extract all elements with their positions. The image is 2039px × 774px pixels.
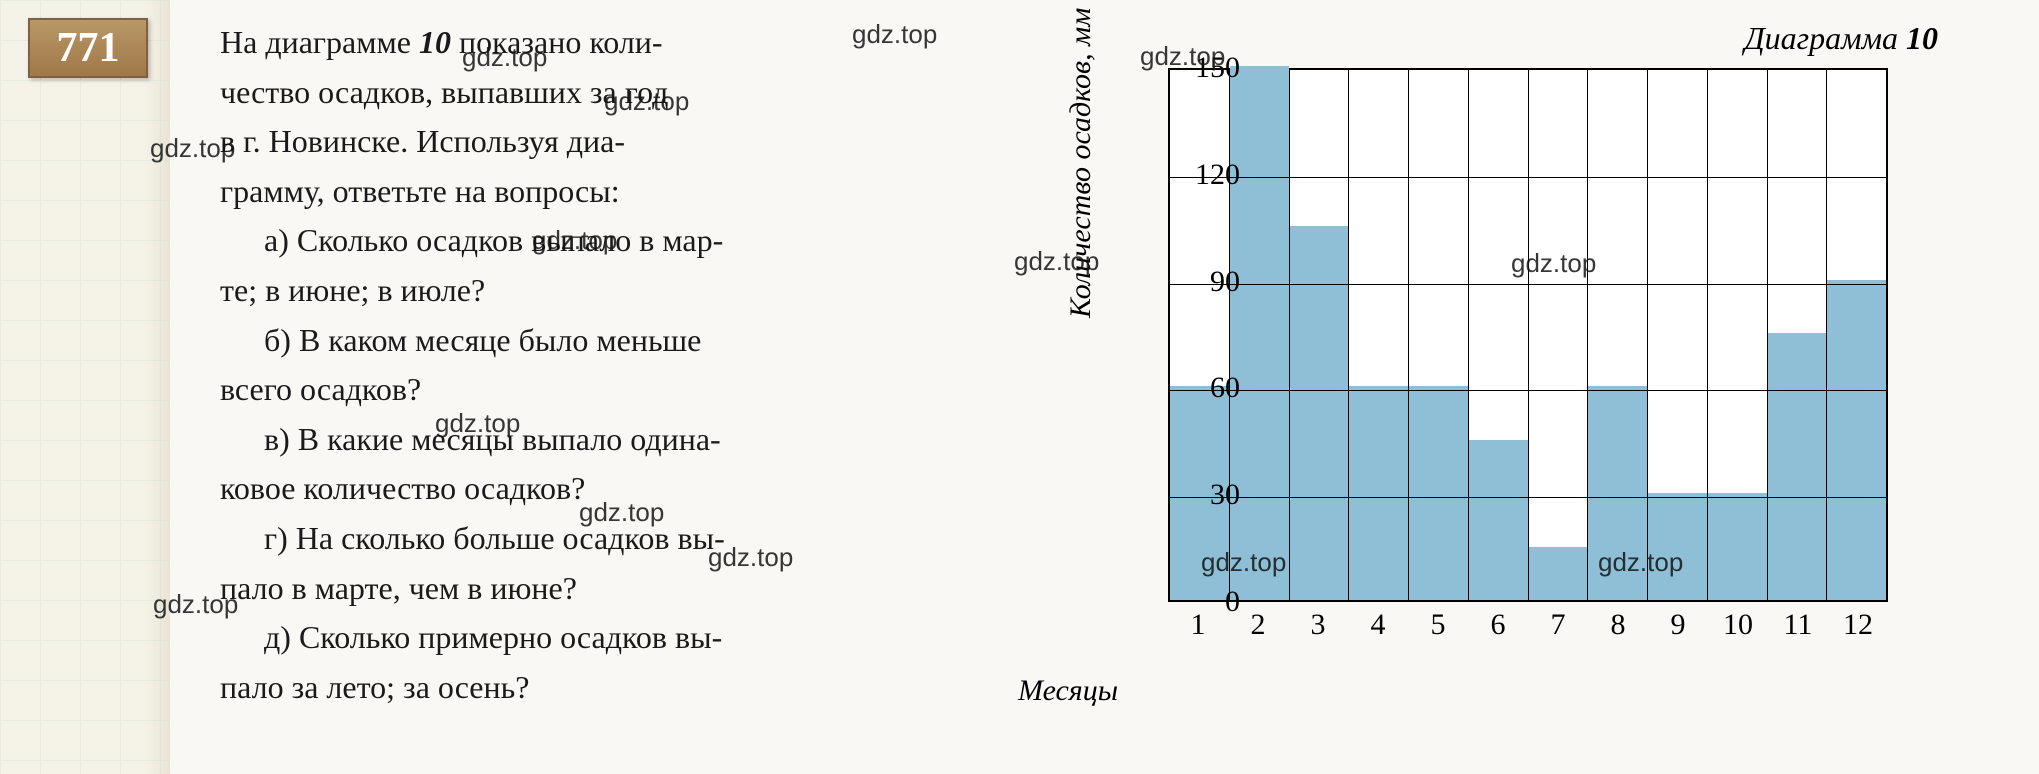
bar xyxy=(1349,386,1408,600)
bar-slot xyxy=(1768,70,1828,600)
bar-slot xyxy=(1409,70,1469,600)
question-d-1: г) На сколько больше осадков вы- xyxy=(220,514,996,564)
page: 771 На диаграмме 10 показано коли- честв… xyxy=(0,0,2039,774)
intro-line-3: в г. Новинске. Используя диа- xyxy=(220,117,996,167)
gridline xyxy=(1170,390,1886,391)
y-tick-label: 120 xyxy=(1180,158,1240,192)
intro-line-4: грамму, ответьте на вопросы: xyxy=(220,167,996,217)
gridline xyxy=(1170,177,1886,178)
chart-title-number: 10 xyxy=(1906,20,1938,56)
question-b-2: всего осадков? xyxy=(220,365,996,415)
question-e-1: д) Сколько примерно осадков вы- xyxy=(220,613,996,663)
bar xyxy=(1409,386,1468,600)
bars-row xyxy=(1170,70,1886,600)
bar xyxy=(1290,226,1349,600)
question-c-2: ковое количество осадков? xyxy=(220,464,996,514)
question-c-1: в) В какие месяцы выпало одина- xyxy=(220,415,996,465)
bar xyxy=(1588,386,1647,600)
bar-slot xyxy=(1469,70,1529,600)
bar-slot xyxy=(1170,70,1230,600)
bar xyxy=(1648,493,1707,600)
x-tick-label: 12 xyxy=(1828,608,1888,642)
bar-slot xyxy=(1648,70,1708,600)
bar xyxy=(1469,440,1528,600)
question-a-2: те; в июне; в июле? xyxy=(220,266,996,316)
gridline xyxy=(1170,497,1886,498)
question-b-1: б) В каком месяце было меньше xyxy=(220,316,996,366)
chart-ref-number: 10 xyxy=(419,24,451,60)
bar xyxy=(1768,333,1827,600)
chart-area: Диаграмма 10 Количество осадков, мм Меся… xyxy=(1020,0,1980,774)
bar-slot xyxy=(1827,70,1886,600)
bar xyxy=(1230,66,1289,600)
intro-part-2: показано коли- xyxy=(451,24,663,60)
question-d-2: пало в марте, чем в июне? xyxy=(220,564,996,614)
intro-line-1: На диаграмме 10 показано коли- xyxy=(220,18,996,68)
problem-number-badge: 771 xyxy=(28,18,148,78)
x-tick-label: 10 xyxy=(1708,608,1768,642)
grid-background xyxy=(0,0,170,774)
bar-slot xyxy=(1588,70,1648,600)
y-tick-label: 90 xyxy=(1180,265,1240,299)
intro-part-1: На диаграмме xyxy=(220,24,419,60)
chart-title: Диаграмма 10 xyxy=(1744,20,1938,57)
bar-slot xyxy=(1230,70,1290,600)
question-e-2: пало за лето; за осень? xyxy=(220,663,996,713)
x-tick-label: 6 xyxy=(1468,608,1528,642)
chart-title-prefix: Диаграмма xyxy=(1744,20,1906,56)
chart-wrap: Количество осадков, мм Месяцы 1234567891… xyxy=(1130,68,1930,708)
x-tick-label: 4 xyxy=(1348,608,1408,642)
problem-text: На диаграмме 10 показано коли- чество ос… xyxy=(170,0,1020,774)
x-axis-label: Месяцы xyxy=(1018,674,1118,708)
left-margin: 771 xyxy=(0,0,170,774)
x-tick-label: 11 xyxy=(1768,608,1828,642)
y-axis-label: Количество осадков, мм xyxy=(1064,8,1098,318)
y-tick-label: 0 xyxy=(1180,585,1240,619)
x-tick-label: 5 xyxy=(1408,608,1468,642)
bar-slot xyxy=(1529,70,1589,600)
x-ticks: 123456789101112 xyxy=(1168,608,1888,642)
question-a-1: а) Сколько осадков выпало в мар- xyxy=(220,216,996,266)
gridline xyxy=(1170,284,1886,285)
y-tick-label: 150 xyxy=(1180,51,1240,85)
bar-slot xyxy=(1349,70,1409,600)
intro-line-2: чество осадков, выпавших за год xyxy=(220,68,996,118)
y-tick-label: 30 xyxy=(1180,478,1240,512)
bar xyxy=(1708,493,1767,600)
x-tick-label: 3 xyxy=(1288,608,1348,642)
bar xyxy=(1529,547,1588,600)
y-tick-label: 60 xyxy=(1180,371,1240,405)
x-tick-label: 7 xyxy=(1528,608,1588,642)
bar-slot xyxy=(1290,70,1350,600)
bar xyxy=(1827,280,1886,600)
x-tick-label: 8 xyxy=(1588,608,1648,642)
bar-slot xyxy=(1708,70,1768,600)
problem-number: 771 xyxy=(57,24,120,72)
x-tick-label: 9 xyxy=(1648,608,1708,642)
plot-area xyxy=(1168,68,1888,602)
